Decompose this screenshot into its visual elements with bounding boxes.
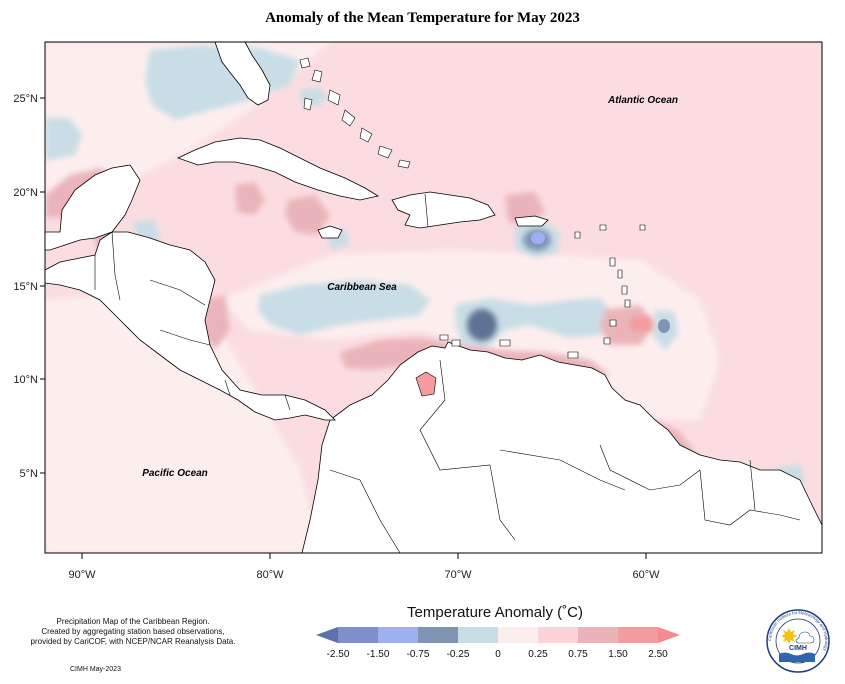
cimh-logo: CIMH Caribbean Institute for Meteorology… <box>766 609 830 673</box>
colorbar-tick-label: -1.50 <box>367 649 390 660</box>
footer-note-line: provided by CariCOF, with NCEP/NCAR Rean… <box>30 637 236 646</box>
colorbar-tick-label: -0.75 <box>407 649 430 660</box>
footer-note-line: Created by aggregating station based obs… <box>41 627 225 636</box>
x-tick-label: 80°W <box>256 569 284 581</box>
small-islands <box>299 57 646 359</box>
colorbar-tick-label: 2.50 <box>648 649 668 660</box>
map-field <box>45 42 822 553</box>
border-haiti-dr <box>424 193 429 228</box>
borders-central-america <box>94 231 291 411</box>
x-tick-label: 70°W <box>444 569 472 581</box>
colorbar-tick-label: 0.25 <box>528 649 548 660</box>
colorbar-tick-label: 1.50 <box>608 649 628 660</box>
colorbar-tick-label: 0.75 <box>568 649 588 660</box>
strong-warm-windwards <box>630 316 652 332</box>
sun-icon <box>781 628 797 644</box>
footer-note-line: Precipitation Map of the Caribbean Regio… <box>56 617 210 626</box>
cool-zone-caribbean <box>258 280 430 335</box>
colorbar-tick-label: -2.50 <box>327 649 350 660</box>
x-axis: 90°W 80°W 70°W 60°W <box>68 553 660 581</box>
lake-maracaibo <box>415 371 437 397</box>
map-frame <box>44 41 823 554</box>
y-tick-label: 25°N <box>13 93 38 105</box>
colorbar-tick-label: -0.25 <box>447 649 470 660</box>
y-tick-label: 15°N <box>13 281 38 293</box>
y-tick-label: 20°N <box>13 187 38 199</box>
land-hispaniola <box>391 191 496 229</box>
label-pacific-ocean: Pacific Ocean <box>142 468 208 479</box>
cold-core-curacao <box>467 309 497 341</box>
footer-credit: CIMH May-2023 <box>70 666 121 673</box>
logo-text: CIMH <box>789 645 807 652</box>
legend-title: Temperature Anomaly (˚C) <box>407 604 583 621</box>
colorbar-segment <box>498 627 538 643</box>
colorbar-low-arrow <box>316 627 338 643</box>
land-yucatan <box>45 164 141 251</box>
y-tick-label: 10°N <box>13 374 38 386</box>
warm-zone-cuba <box>235 182 265 215</box>
colorbar-tick-label: 0 <box>495 649 501 660</box>
footer-note: Precipitation Map of the Caribbean Regio… <box>8 617 258 647</box>
legend-colorbar: -2.50 -1.50 -0.75 -0.25 0 0.25 0.75 1.50 2.50 <box>316 627 680 660</box>
colorbar-high-arrow <box>658 627 680 643</box>
warm-zone-windwards <box>600 305 655 345</box>
borders-south-america <box>329 359 801 553</box>
colorbar-segment <box>618 627 658 643</box>
cool-zone-gulf <box>145 45 300 120</box>
land-cuba <box>176 137 380 201</box>
colorbar-segment <box>538 627 578 643</box>
land-south-america <box>301 341 822 553</box>
label-caribbean-sea: Caribbean Sea <box>327 282 397 293</box>
x-tick-label: 90°W <box>68 569 96 581</box>
colorbar-segment <box>418 627 458 643</box>
cool-zone-west <box>45 118 82 160</box>
colorbar-segment <box>578 627 618 643</box>
cool-zone-southeast <box>455 298 615 350</box>
warm-zone-central-america <box>202 295 230 350</box>
land-jamaica <box>317 225 343 239</box>
land-central-america <box>45 231 336 421</box>
label-atlantic-ocean: Atlantic Ocean <box>607 95 678 106</box>
land-puerto-rico <box>514 215 549 227</box>
x-tick-label: 60°W <box>632 569 660 581</box>
colorbar-segment <box>458 627 498 643</box>
colorbar-segment <box>378 627 418 643</box>
cloud-icon <box>795 631 815 644</box>
land-florida <box>214 42 271 106</box>
map-title: Anomaly of the Mean Temperature for May … <box>265 10 580 26</box>
near-zero-zone <box>45 290 320 553</box>
cold-core-barbados <box>658 319 670 333</box>
y-axis: 25°N 20°N 15°N 10°N 5°N <box>13 93 45 480</box>
colorbar-segment <box>338 627 378 643</box>
cold-core-pr-inner <box>531 232 545 244</box>
warm-zone-jamaica <box>285 195 330 235</box>
y-tick-label: 5°N <box>20 468 39 480</box>
